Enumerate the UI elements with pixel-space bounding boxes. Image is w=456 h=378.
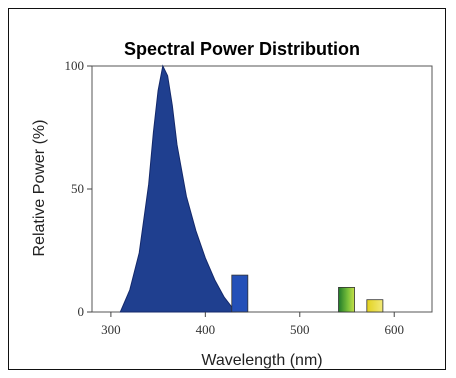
x-tick-label: 600 (384, 322, 404, 337)
emission-bar-0 (231, 274, 249, 313)
emission-bar-2 (366, 299, 384, 313)
emission-bar-1 (338, 286, 355, 313)
x-tick-label: 400 (196, 322, 216, 337)
y-tick-label: 0 (78, 304, 85, 319)
x-axis-label: Wavelength (nm) (201, 352, 322, 369)
chart-marks (119, 64, 384, 313)
axis-ticks: 300 400 500 600 0 50 100 (65, 58, 404, 337)
chart-title: Spectral Power Distribution (124, 39, 360, 59)
y-tick-label: 100 (65, 58, 85, 73)
y-axis-label: Relative Power (%) (31, 120, 48, 257)
y-tick-label: 50 (71, 181, 84, 196)
x-tick-label: 300 (101, 322, 121, 337)
x-tick-label: 500 (290, 322, 310, 337)
